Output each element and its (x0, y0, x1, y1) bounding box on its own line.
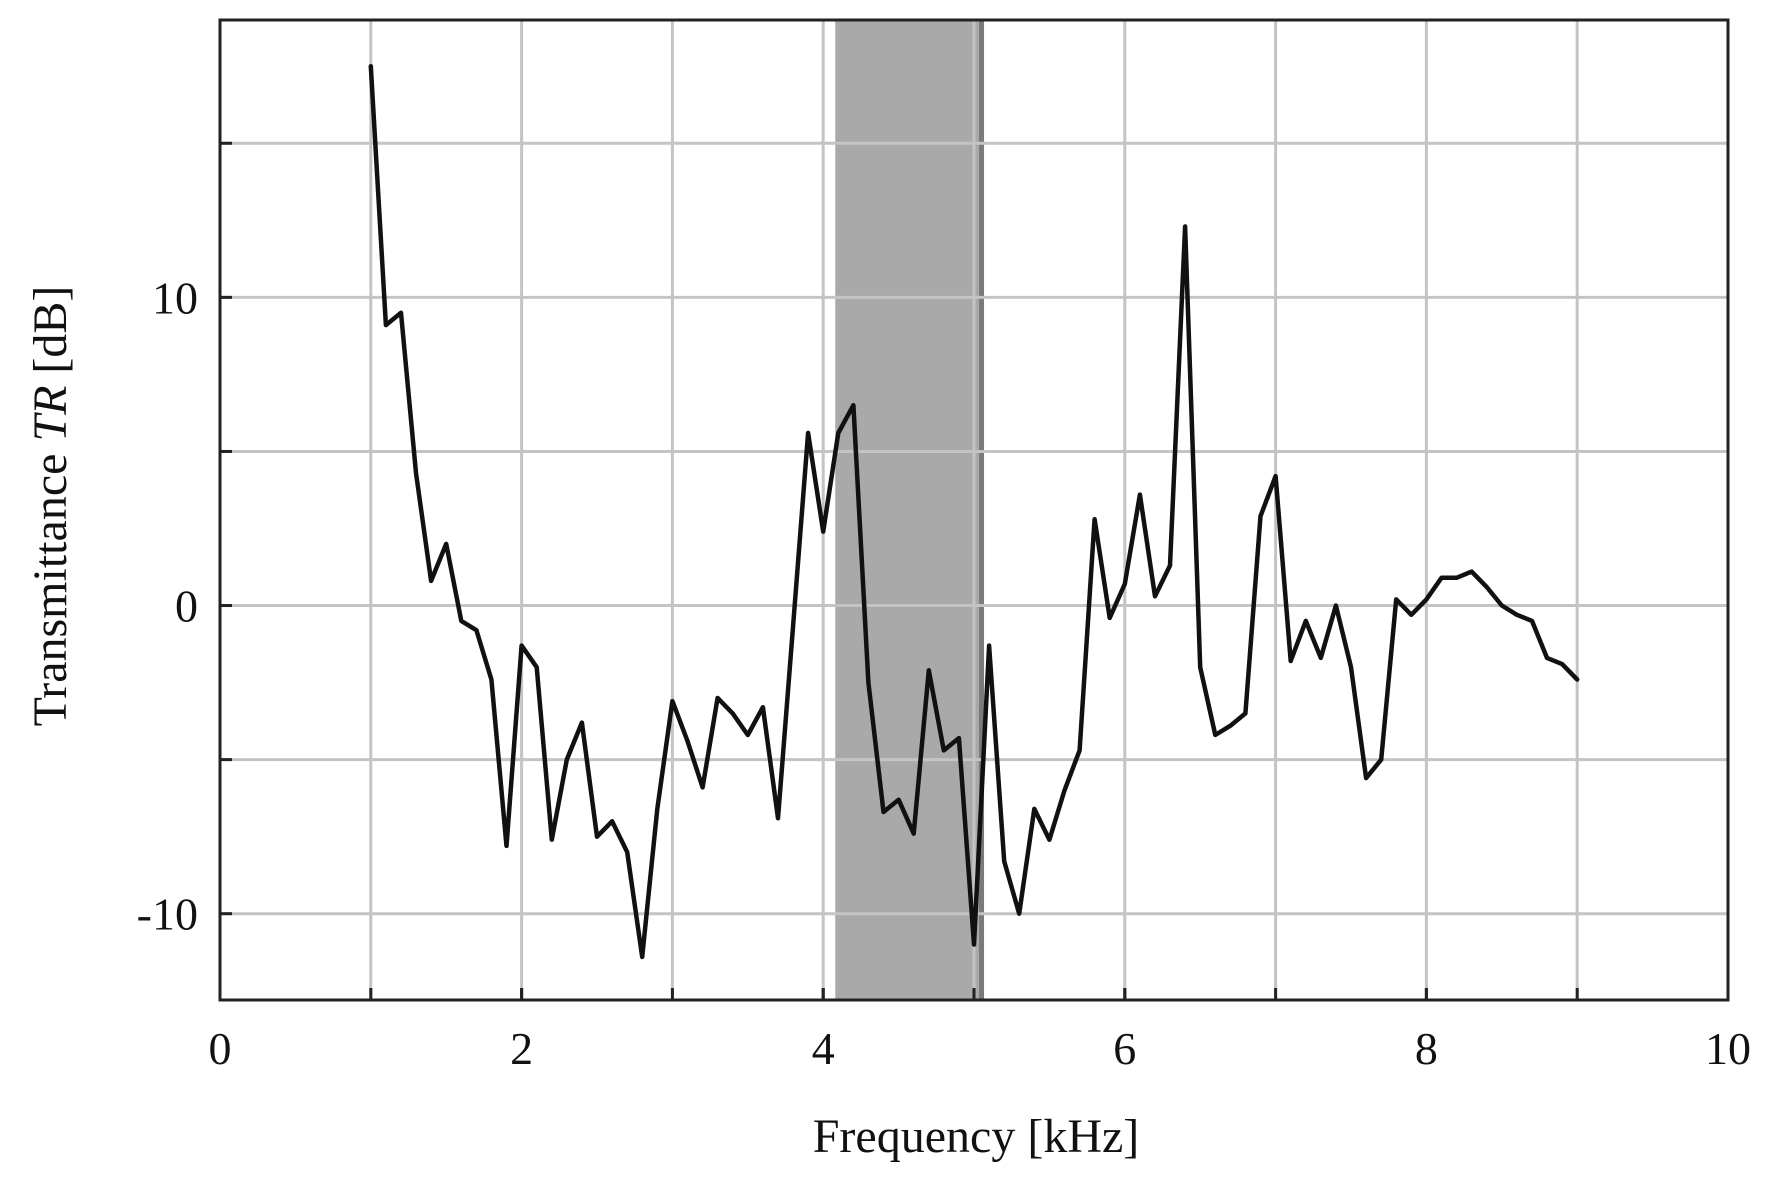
series-line (368, 63, 1580, 960)
tick-label-layer: 0 2 4 6 8 10 -10 0 10 (137, 272, 1751, 1074)
x-tick-label: 2 (510, 1023, 533, 1074)
y-axis-label-symbol: TR (24, 386, 77, 442)
x-tick-label: 6 (1113, 1023, 1136, 1074)
x-tick-label: 8 (1415, 1023, 1438, 1074)
y-tick-label: -10 (137, 889, 198, 940)
frame-layer (218, 18, 1730, 1002)
x-tick-label: 0 (209, 1023, 232, 1074)
x-tick-label: 10 (1705, 1023, 1751, 1074)
x-axis-label: Frequency [kHz] (813, 1110, 1140, 1163)
y-tick-label: 0 (175, 581, 198, 632)
y-tick-label: 10 (152, 272, 198, 323)
x-tick-label: 4 (812, 1023, 835, 1074)
y-axis-label-suffix: [dB] (24, 286, 77, 386)
series-layer (368, 63, 1580, 960)
y-axis-label: Transmittance TR [dB] (24, 286, 77, 727)
y-axis-label-prefix: Transmittance (24, 442, 77, 727)
